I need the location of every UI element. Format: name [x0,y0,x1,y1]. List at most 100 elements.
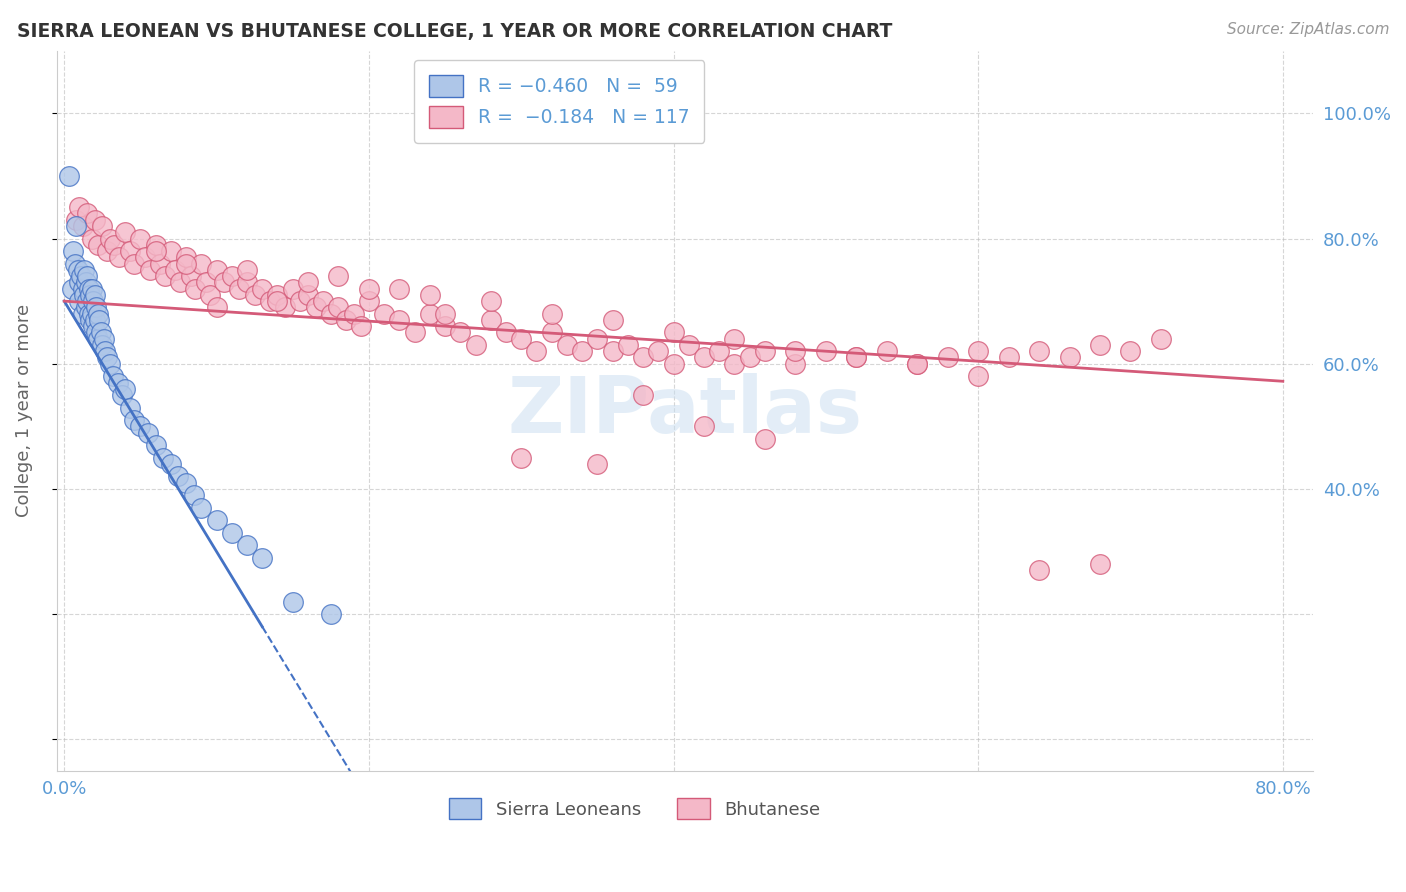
Point [236,262,259,277]
Point [60,282,83,296]
Point [647,344,669,359]
Point [221,269,243,284]
Point [180,269,202,284]
Point [129,231,152,245]
Point [212,276,235,290]
Point [65,219,87,233]
Point [754,344,776,359]
Point [967,369,990,384]
Point [103,237,125,252]
Point [540,307,562,321]
Point [58,169,80,183]
Point [87,307,110,321]
Point [631,388,654,402]
Point [75,301,97,315]
Point [845,351,868,365]
Point [1119,344,1142,359]
Point [814,344,837,359]
Point [145,237,167,252]
Point [200,288,222,302]
Text: Source: ZipAtlas.com: Source: ZipAtlas.com [1226,22,1389,37]
Point [83,212,105,227]
Point [96,351,118,365]
Point [194,276,217,290]
Point [80,307,103,321]
Point [65,212,87,227]
Point [101,369,124,384]
Point [91,219,114,233]
Legend: Sierra Leoneans, Bhutanese: Sierra Leoneans, Bhutanese [441,791,828,827]
Point [1150,332,1173,346]
Point [754,432,776,446]
Point [107,376,129,390]
Point [252,550,274,565]
Point [108,250,131,264]
Point [479,294,502,309]
Point [304,301,326,315]
Point [160,244,183,258]
Point [297,276,319,290]
Point [586,457,609,471]
Point [72,219,94,233]
Point [221,525,243,540]
Point [693,419,716,434]
Point [602,344,624,359]
Point [434,307,457,321]
Point [89,313,111,327]
Point [388,282,411,296]
Point [87,237,110,252]
Point [479,313,502,327]
Point [75,276,97,290]
Point [738,351,761,365]
Point [118,244,141,258]
Point [66,262,89,277]
Point [184,282,207,296]
Point [124,256,146,270]
Point [174,250,197,264]
Point [167,469,190,483]
Point [495,326,517,340]
Point [174,256,197,270]
Point [114,382,136,396]
Point [252,282,274,296]
Y-axis label: College, 1 year or more: College, 1 year or more [15,304,32,517]
Point [80,231,103,245]
Point [79,288,101,302]
Point [464,338,486,352]
Point [785,357,807,371]
Point [136,425,159,440]
Point [434,319,457,334]
Point [281,594,304,608]
Point [350,319,373,334]
Point [290,294,312,309]
Point [905,357,928,371]
Point [98,357,121,371]
Point [153,269,176,284]
Point [510,450,533,465]
Point [905,357,928,371]
Point [134,250,156,264]
Point [69,276,91,290]
Point [876,344,898,359]
Point [1028,563,1050,577]
Point [174,475,197,490]
Point [243,288,266,302]
Point [723,357,745,371]
Point [617,338,640,352]
Point [343,307,366,321]
Point [571,344,593,359]
Point [388,313,411,327]
Point [845,351,868,365]
Point [129,419,152,434]
Point [83,313,105,327]
Point [69,294,91,309]
Point [236,276,259,290]
Point [62,244,84,258]
Point [118,401,141,415]
Point [183,488,205,502]
Point [73,288,96,302]
Point [149,256,172,270]
Point [77,307,100,321]
Point [83,288,105,302]
Point [96,244,118,258]
